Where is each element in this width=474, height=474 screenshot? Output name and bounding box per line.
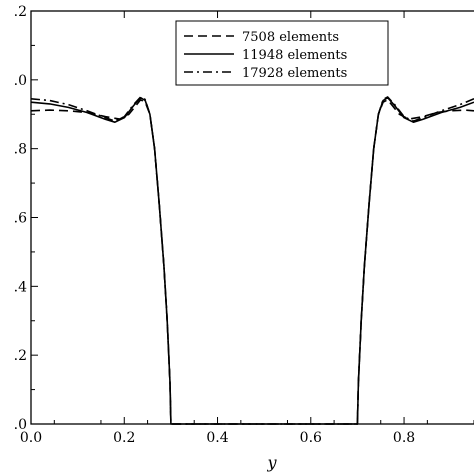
x-tick-label: 0.4: [206, 430, 228, 446]
series-line-3: [30, 96, 474, 425]
series-line-2: [30, 96, 474, 425]
axis-ticks: 0.0 0.2 0.4 0.6 0.8 .0 .2 .4 .6 .8 .0 .2: [14, 4, 474, 446]
y-tick-label: .4: [14, 279, 27, 295]
x-tick-label: 0.0: [20, 430, 42, 446]
series-lines: [30, 96, 474, 425]
y-tick-label: .8: [14, 142, 27, 158]
y-tick-label: .2: [14, 4, 27, 20]
legend: 7508 elements 11948 elements 17928 element…: [175, 20, 389, 86]
y-tick-label: .2: [14, 348, 27, 364]
legend-label: 11948 elements: [242, 48, 347, 63]
y-tick-label: .0: [14, 73, 27, 89]
legend-label: 17928 elements: [242, 66, 347, 81]
x-axis-label: y: [266, 453, 277, 472]
series-line-1: [30, 99, 474, 425]
x-tick-label: 0.8: [393, 430, 415, 446]
legend-box: [175, 20, 389, 86]
x-tick-label: 0.2: [113, 430, 135, 446]
legend-label: 7508 elements: [242, 30, 339, 45]
y-tick-label: .0: [14, 417, 27, 433]
x-tick-label: 0.6: [300, 430, 322, 446]
y-tick-label: .6: [14, 211, 27, 227]
